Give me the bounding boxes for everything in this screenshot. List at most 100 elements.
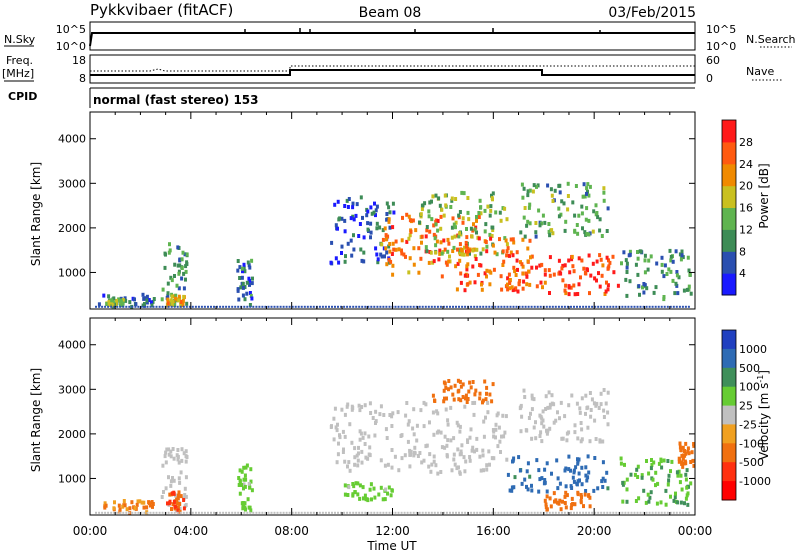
range-cell xyxy=(176,457,180,462)
range-cell xyxy=(584,465,588,470)
range-cell xyxy=(574,465,578,470)
range-cell xyxy=(678,441,682,446)
range-cell xyxy=(686,255,690,260)
velocity-colorbar-segment xyxy=(722,462,736,482)
range-cell xyxy=(580,427,584,432)
range-cell xyxy=(593,276,597,281)
range-cell xyxy=(152,511,155,514)
range-cell xyxy=(563,501,567,505)
range-cell xyxy=(560,305,563,308)
range-cell xyxy=(619,456,623,461)
range-cell xyxy=(548,426,552,431)
range-cell xyxy=(169,483,173,488)
range-cell xyxy=(238,276,242,280)
heatmap-blob xyxy=(418,190,509,257)
range-cell xyxy=(445,443,449,448)
range-cell xyxy=(182,294,186,299)
range-cell xyxy=(240,275,244,280)
range-cell xyxy=(611,254,615,259)
power-xticks xyxy=(89,112,696,309)
range-cell xyxy=(506,511,509,514)
range-cell xyxy=(675,511,678,514)
heatmap-blob xyxy=(518,388,610,444)
range-cell xyxy=(488,305,491,308)
range-cell xyxy=(489,204,493,209)
range-cell xyxy=(182,498,186,502)
range-cell xyxy=(258,511,261,514)
range-cell xyxy=(425,443,429,448)
range-cell xyxy=(563,228,567,233)
range-cell xyxy=(243,285,247,289)
range-cell xyxy=(346,205,350,209)
range-cell xyxy=(530,483,533,488)
range-cell xyxy=(167,511,170,514)
range-cell xyxy=(681,464,685,469)
range-cell xyxy=(588,504,592,509)
range-cell xyxy=(465,252,469,257)
range-cell xyxy=(104,503,108,508)
range-cell xyxy=(352,511,355,514)
range-cell xyxy=(458,305,460,308)
range-cell xyxy=(536,511,539,514)
range-cell xyxy=(598,284,602,289)
range-cell xyxy=(499,218,503,223)
range-cell xyxy=(358,305,361,308)
range-cell xyxy=(573,430,577,435)
range-cell xyxy=(645,459,648,463)
range-cell xyxy=(485,268,489,273)
range-cell xyxy=(672,511,675,514)
range-cell xyxy=(172,478,176,483)
range-cell xyxy=(432,459,436,464)
range-cell xyxy=(512,240,516,245)
range-cell xyxy=(373,305,376,308)
range-cell xyxy=(576,305,578,308)
range-cell xyxy=(179,470,183,475)
nave-label: Nave xyxy=(746,65,774,78)
range-cell xyxy=(504,414,508,419)
range-cell xyxy=(449,385,453,390)
range-cell xyxy=(430,305,433,308)
range-cell xyxy=(387,244,391,249)
range-cell xyxy=(171,476,174,480)
range-cell xyxy=(456,378,460,383)
range-cell xyxy=(385,250,389,255)
range-cell xyxy=(248,265,252,270)
range-cell xyxy=(418,511,421,514)
range-cell xyxy=(452,452,456,457)
range-cell xyxy=(566,207,570,212)
range-cell xyxy=(438,251,442,256)
range-cell xyxy=(547,229,551,234)
range-cell xyxy=(524,305,527,308)
range-cell xyxy=(544,505,548,509)
range-cell xyxy=(354,481,358,486)
range-cell xyxy=(334,511,336,514)
range-cell xyxy=(488,232,492,237)
range-cell xyxy=(358,496,362,501)
range-cell xyxy=(506,282,509,287)
range-cell xyxy=(459,271,463,276)
range-cell xyxy=(432,259,436,264)
range-cell xyxy=(596,215,600,220)
range-cell xyxy=(352,247,356,252)
range-cell xyxy=(519,405,523,410)
range-cell xyxy=(234,511,237,514)
range-cell xyxy=(415,438,419,443)
range-cell xyxy=(479,263,483,268)
range-cell xyxy=(444,203,448,208)
range-cell xyxy=(219,511,222,514)
range-cell xyxy=(390,488,394,493)
range-cell xyxy=(469,226,473,231)
range-cell xyxy=(551,231,555,236)
range-cell xyxy=(391,225,395,230)
range-cell xyxy=(376,305,379,308)
range-cell xyxy=(492,434,496,439)
range-cell xyxy=(282,511,285,514)
range-cell xyxy=(461,382,465,387)
range-cell xyxy=(429,469,433,474)
range-cell xyxy=(634,262,638,267)
range-cell xyxy=(669,305,672,308)
range-cell xyxy=(465,400,469,404)
range-cell xyxy=(537,489,541,494)
range-cell xyxy=(121,301,125,306)
range-cell xyxy=(571,475,575,480)
